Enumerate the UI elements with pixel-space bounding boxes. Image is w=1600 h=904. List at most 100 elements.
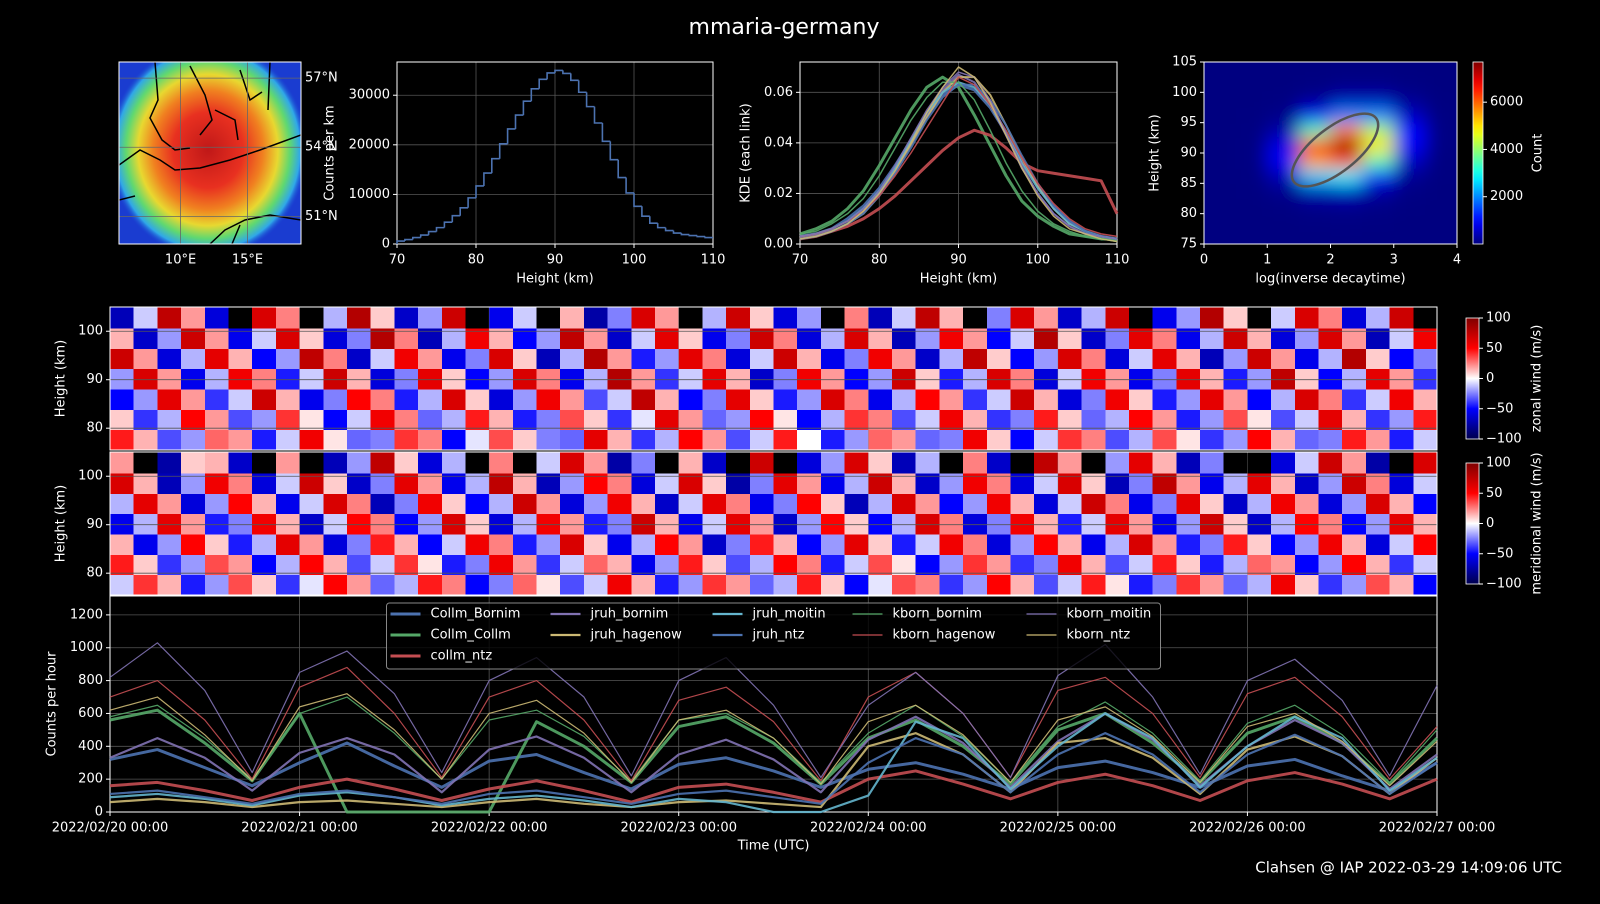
heatmap-cell [441, 388, 467, 410]
heatmap-cell [702, 409, 727, 431]
heatmap-cell [963, 493, 988, 515]
heatmap-cell [1271, 472, 1296, 494]
heatmap-cell [465, 513, 490, 535]
heatmap-cell [418, 429, 443, 451]
heatmap-cell [631, 368, 656, 390]
heatmap-cell [986, 493, 1012, 515]
heatmap-cell [1294, 554, 1320, 576]
legend-label: jruh_hagenow [590, 628, 683, 643]
heatmap-cell [1247, 307, 1272, 329]
heatmap-cell [346, 533, 372, 555]
heatmap-cell [631, 327, 656, 349]
heatmap-cell [1271, 554, 1296, 576]
heatmap-cell [110, 429, 135, 451]
heatmap-cells [110, 452, 1438, 596]
heatmap-cell [820, 513, 846, 535]
heatmap-cell [1223, 409, 1249, 431]
heatmap-cell [157, 368, 182, 390]
heatmap-cell [1128, 307, 1154, 329]
heatmap-cell [1267, 198, 1300, 215]
heatmap-cell [1294, 327, 1320, 349]
heatmap-cell [181, 574, 206, 596]
heatmap-cell [370, 513, 395, 535]
heatmap-cell [1152, 554, 1177, 576]
heatmap-cell [1393, 153, 1426, 169]
heatmap-cell [891, 368, 917, 390]
heatmap-cell [773, 493, 798, 515]
heatmap-cell [1105, 307, 1130, 329]
heatmap-cell [1365, 327, 1391, 349]
heatmap-cell [536, 348, 561, 370]
heatmap-cell [110, 574, 135, 596]
heatmap-cell [1204, 228, 1237, 244]
heatmap-cell [1152, 533, 1177, 555]
heatmap-cell [299, 493, 324, 515]
heatmap-cell [773, 554, 798, 576]
y-tick-label: 100 [78, 324, 103, 339]
heatmap-cell [346, 429, 372, 451]
heatmap-cell [1152, 574, 1177, 596]
heatmap-cell [773, 307, 798, 329]
heatmap-cell [465, 472, 490, 494]
heatmap-cell [844, 533, 869, 555]
heatmap-cell [820, 409, 846, 431]
heatmap-cell [1413, 493, 1438, 515]
heatmap-cell [252, 429, 277, 451]
heatmap-cell [797, 493, 822, 515]
footer: Clahsen @ IAP 2022-03-29 14:09:06 UTC [1255, 859, 1562, 877]
histogram-step [427, 230, 437, 236]
x-tick-label: 110 [1105, 253, 1130, 268]
heatmap-cell [678, 513, 704, 535]
heatmap-cell [820, 554, 846, 576]
heatmap-cell [1176, 368, 1201, 390]
heatmap-cell [1200, 409, 1225, 431]
heatmap-cell [939, 574, 964, 596]
histogram-step [475, 185, 484, 198]
plot-frame [396, 61, 714, 245]
heatmap-cell [181, 327, 206, 349]
heatmap-cell [607, 388, 632, 410]
heatmap-cell [1365, 348, 1391, 370]
heatmap-cell [1200, 452, 1225, 474]
heatmap-cell [1204, 122, 1237, 139]
heatmap-cell [1010, 348, 1035, 370]
contour [1290, 112, 1380, 188]
heatmap-cell [536, 554, 561, 576]
plot-frame [109, 451, 1438, 596]
heatmap-cell [489, 574, 514, 596]
heatmap-cell [915, 388, 940, 410]
x-tick-label: 80 [468, 253, 485, 268]
heatmap-cell [346, 327, 372, 349]
heatmap-cell [702, 388, 727, 410]
heatmap-cell [1318, 429, 1343, 451]
heatmap-cell [1298, 198, 1332, 215]
heatmap-cell [1010, 452, 1035, 474]
heatmap-cell [1152, 368, 1177, 390]
heatmap-cell [1105, 368, 1130, 390]
heatmap-cell [1034, 513, 1059, 535]
heatmap-cell [1152, 409, 1177, 431]
heatmap-cell [275, 472, 301, 494]
heatmap-cell [512, 388, 538, 410]
heatmap-cell [1152, 307, 1177, 329]
heatmap-cell [726, 348, 751, 370]
colorbar-tick-label: 50 [1486, 486, 1503, 501]
heatmap-cell [1247, 493, 1272, 515]
y-tick-label: 105 [1172, 55, 1197, 70]
heatmap-cell [299, 472, 324, 494]
heatmap-cell [252, 493, 277, 515]
heatmap-cell [1010, 472, 1035, 494]
heatmap-cell [868, 327, 893, 349]
histogram-step [641, 206, 650, 218]
heatmap-cell [275, 533, 301, 555]
heatmap-cell [418, 493, 443, 515]
heatmap-cell [133, 493, 158, 515]
heatmap-cell [868, 472, 893, 494]
heatmap-cell [631, 429, 656, 451]
heatmap-cell [939, 307, 964, 329]
heatmap-cell [1057, 307, 1083, 329]
heatmap-cell [418, 533, 443, 555]
heatmap-cell [749, 554, 775, 576]
heatmap-cell [1389, 452, 1414, 474]
